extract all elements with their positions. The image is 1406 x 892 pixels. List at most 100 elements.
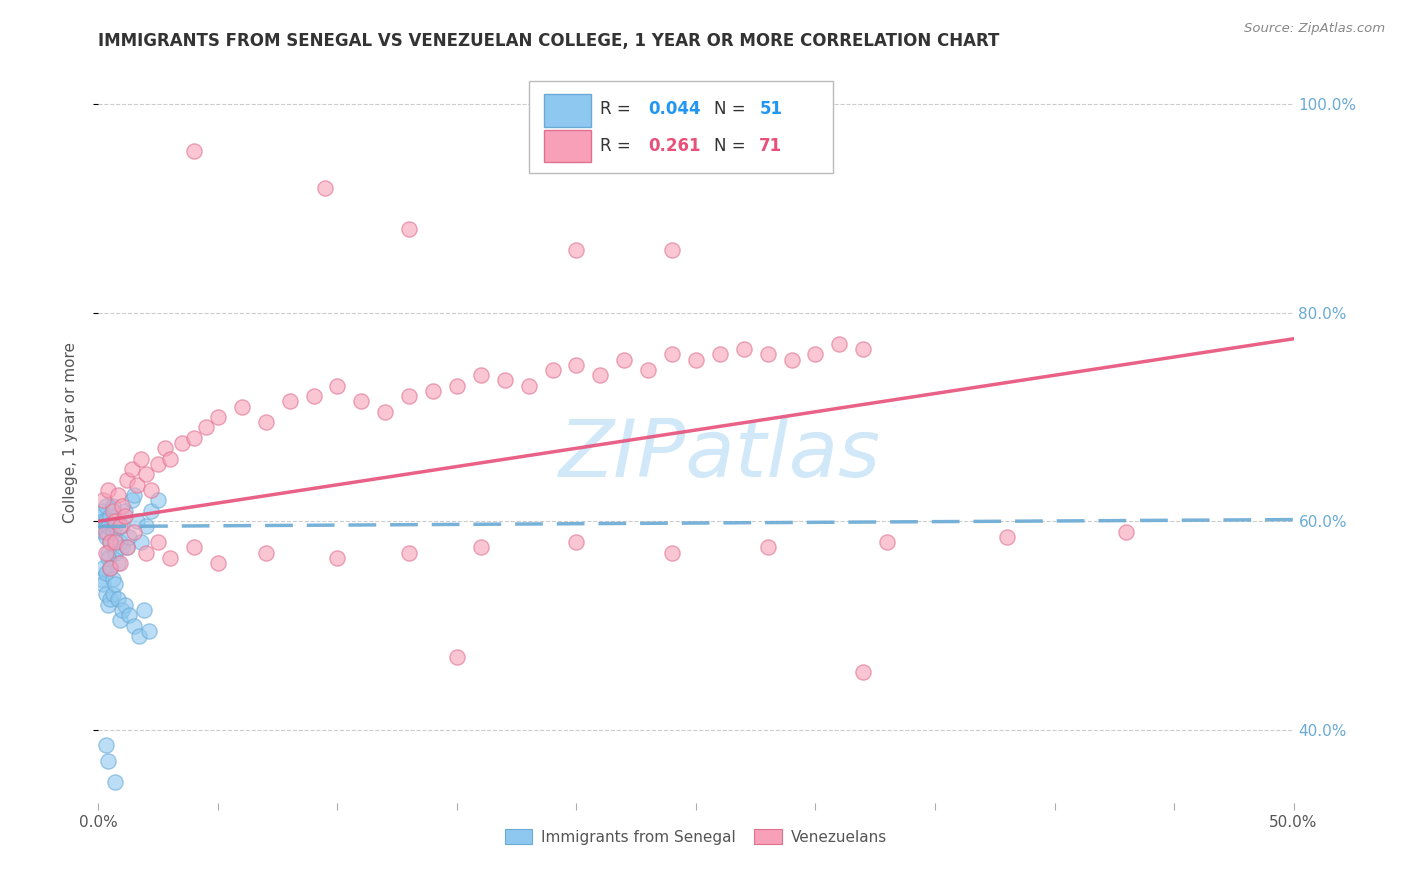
Point [350, 394, 373, 409]
Point [254, 415, 277, 429]
Point [139, 483, 162, 497]
Point [108, 535, 131, 549]
Point [183, 144, 205, 158]
Point [94, 499, 117, 513]
Point [98, 535, 122, 549]
Point [108, 613, 131, 627]
Point [98, 561, 122, 575]
Point [852, 342, 875, 356]
Point [94, 545, 117, 559]
Point [90, 509, 112, 524]
Point [756, 541, 779, 555]
Point [589, 368, 612, 383]
Point [98, 592, 122, 607]
Point [207, 409, 229, 424]
Point [124, 524, 146, 539]
Point [661, 545, 683, 559]
Point [114, 504, 136, 518]
Point [115, 541, 138, 555]
Point [780, 352, 803, 367]
Point [107, 488, 129, 502]
Point [155, 442, 177, 456]
Point [108, 519, 131, 533]
Point [398, 545, 420, 559]
Point [139, 504, 162, 518]
Point [114, 509, 136, 524]
Point [118, 530, 141, 544]
Text: 51: 51 [759, 100, 782, 118]
Point [124, 488, 146, 502]
Point [97, 519, 120, 533]
Point [804, 347, 827, 361]
Point [231, 400, 253, 414]
Point [183, 541, 205, 555]
Point [148, 457, 170, 471]
Point [517, 378, 540, 392]
Point [446, 378, 468, 392]
Text: R =: R = [600, 137, 637, 155]
Point [326, 378, 349, 392]
Point [995, 530, 1018, 544]
Point [565, 358, 588, 372]
Point [104, 577, 127, 591]
Point [94, 514, 117, 528]
Point [148, 493, 170, 508]
Point [876, 535, 898, 549]
Point [128, 629, 150, 643]
Point [125, 514, 148, 528]
Point [135, 519, 157, 533]
Point [98, 509, 122, 524]
Point [111, 499, 134, 513]
Point [115, 473, 138, 487]
Point [104, 514, 127, 528]
Point [104, 519, 127, 533]
Point [94, 587, 117, 601]
Point [565, 243, 588, 257]
Point [118, 608, 141, 623]
Point [709, 347, 731, 361]
Point [613, 352, 636, 367]
Point [326, 550, 349, 565]
Point [446, 649, 468, 664]
Point [91, 524, 114, 539]
FancyBboxPatch shape [544, 95, 591, 127]
Point [470, 368, 492, 383]
Point [125, 477, 148, 491]
Point [1115, 524, 1137, 539]
Point [115, 541, 138, 555]
Point [91, 577, 114, 591]
Point [101, 499, 124, 513]
Point [94, 530, 117, 544]
Text: Source: ZipAtlas.com: Source: ZipAtlas.com [1244, 22, 1385, 36]
Point [138, 624, 160, 638]
Point [172, 436, 194, 450]
Point [94, 566, 117, 581]
Point [90, 519, 112, 533]
Point [422, 384, 444, 398]
Legend: Immigrants from Senegal, Venezuelans: Immigrants from Senegal, Venezuelans [499, 822, 893, 851]
Text: 0.261: 0.261 [648, 137, 700, 155]
Point [661, 347, 683, 361]
Point [101, 504, 124, 518]
Point [101, 572, 124, 586]
Point [91, 493, 114, 508]
FancyBboxPatch shape [544, 130, 591, 162]
Point [98, 561, 122, 575]
Point [107, 556, 129, 570]
Point [302, 389, 325, 403]
Point [131, 535, 153, 549]
Point [97, 545, 120, 559]
Point [111, 541, 134, 555]
Point [97, 598, 120, 612]
Text: ZIPatlas: ZIPatlas [558, 416, 882, 494]
Point [97, 550, 120, 565]
Point [132, 603, 155, 617]
Point [94, 739, 117, 753]
Text: 0.044: 0.044 [648, 100, 700, 118]
Point [852, 665, 875, 680]
Point [131, 451, 153, 466]
Point [470, 541, 492, 555]
Text: 71: 71 [759, 137, 782, 155]
FancyBboxPatch shape [529, 81, 834, 173]
Point [111, 603, 134, 617]
